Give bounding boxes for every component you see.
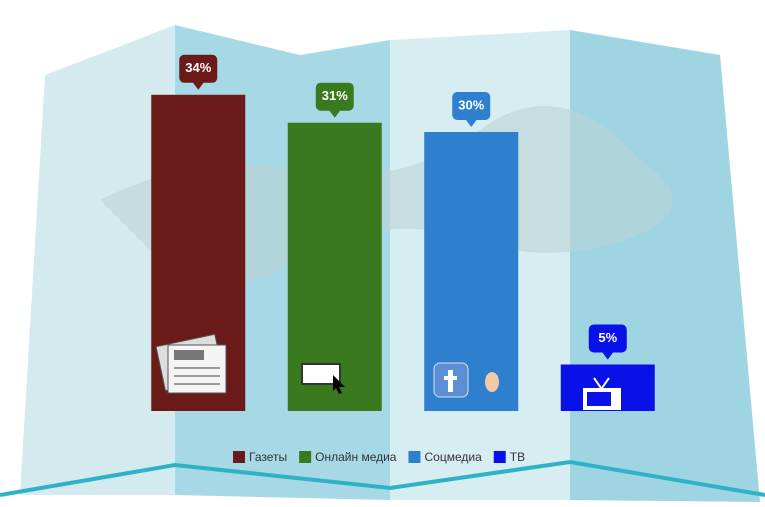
- legend-label: Соцмедиа: [424, 450, 482, 464]
- value-label-pointer: [328, 109, 341, 118]
- bar: [287, 122, 382, 411]
- legend-swatch: [299, 451, 312, 463]
- value-label-pointer: [465, 119, 478, 127]
- tv-icon: [583, 377, 621, 410]
- legend: Газеты Онлайн медиа Соцмедиа ТВ: [233, 450, 525, 464]
- value-label-pointer: [601, 351, 614, 360]
- value-label: 30%: [458, 97, 484, 112]
- facebook-icon: [433, 362, 499, 398]
- value-label-pointer: [192, 81, 205, 90]
- legend-label: Газеты: [249, 450, 287, 464]
- value-label: 31%: [322, 88, 348, 103]
- legend-swatch: [408, 451, 421, 463]
- map-background: [0, 25, 765, 502]
- newspaper-icon: [155, 333, 227, 394]
- value-label-bubble: [179, 54, 218, 83]
- value-label: 5%: [598, 330, 617, 345]
- bars: 34% 31% 30% 5%: [151, 54, 655, 412]
- legend-swatch: [493, 451, 506, 463]
- value-label-bubble: [452, 92, 491, 120]
- legend-label: Онлайн медиа: [315, 450, 397, 464]
- www-icon: [301, 363, 345, 394]
- legend-swatch: [233, 451, 245, 463]
- legend-label: ТВ: [510, 450, 525, 464]
- value-label-bubble: [588, 324, 627, 353]
- icons: [155, 333, 621, 410]
- value-label: 34%: [185, 60, 211, 75]
- value-label-bubble: [315, 82, 354, 111]
